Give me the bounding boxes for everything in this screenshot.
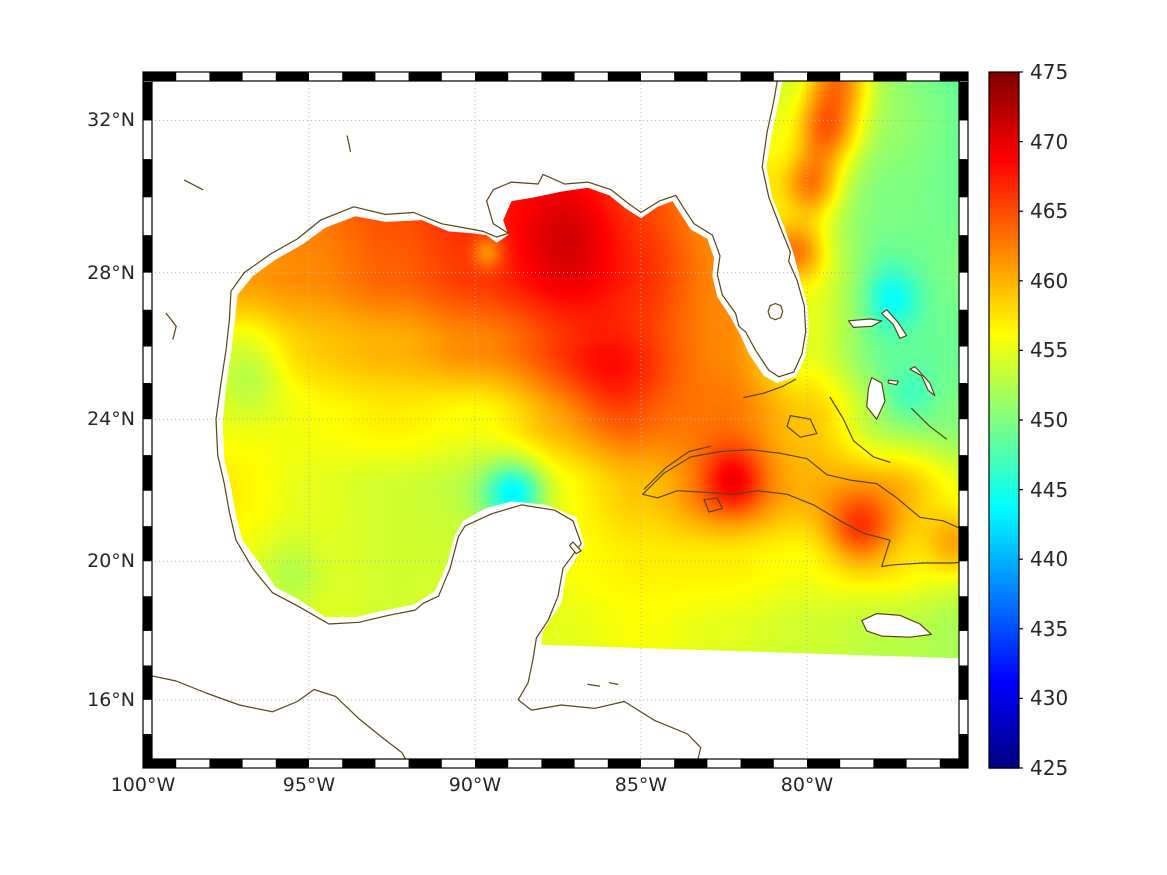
coastline-eleuthera [909,366,936,397]
x-tick-label: 100°W [110,774,176,796]
coastline-exuma-chain [911,407,947,440]
coastline-rio-grande [165,312,177,340]
coastline-toledo-bend [346,135,352,152]
coastline-isla-juventud [703,497,723,513]
x-tick-label: 95°W [282,774,336,796]
x-tick-label: 85°W [614,774,668,796]
frame-band-right [959,72,968,768]
coastline-bahama-bank-edge [829,396,891,463]
x-tick-label: 90°W [448,774,502,796]
colorbar-tick-label: 455 [1030,338,1069,363]
frame-inner-border [151,80,960,760]
coastline-abaco [881,309,908,340]
coastline-cuba-shelf [643,445,712,490]
colorbar-tick-label: 440 [1030,547,1069,572]
coastline-bay-islands-west [587,683,601,687]
colorbar-tick-label: 430 [1030,686,1069,711]
frame-outer-border [142,71,969,769]
frame-band-left [143,72,152,768]
colorbar-tick-label: 435 [1030,616,1069,641]
colorbar-tick-label: 460 [1030,268,1069,293]
y-tick-label: 28°N [87,261,135,284]
colorbar-border [988,71,1020,769]
colorbar-tick-label: 445 [1030,477,1069,502]
coastline-grand-bahama [847,318,883,328]
coastline-lake-okeechobee [767,302,784,321]
coastline-mainland [215,71,807,769]
y-tick-label: 20°N [87,550,135,573]
colorbar-tick-label: 450 [1030,408,1069,432]
coastline-florida-keys [743,378,796,399]
coastline-cay-sal-bank [786,415,818,438]
y-tick-label: 16°N [87,688,135,711]
coastline-jamaica [861,613,933,638]
colorbar-tick-label: 465 [1030,199,1069,224]
land-no-data-mask [143,72,968,768]
coastline-new-providence [887,379,899,386]
coastline-bay-islands-east [608,682,619,685]
coastline-andros [866,377,886,420]
coastline-cuba [642,449,969,568]
colorbar-tick-label: 425 [1030,756,1069,780]
x-tick-label: 80°W [780,774,834,796]
coastline-cozumel [569,541,582,555]
colorbar-tick-label: 475 [1030,60,1069,84]
colorbar-tick-label: 470 [1030,129,1069,154]
y-tick-label: 24°N [87,408,135,431]
coastline-pacific-coast [142,673,411,769]
y-tick-label: 32°N [87,109,135,132]
coastline-texas-lake [183,179,204,191]
